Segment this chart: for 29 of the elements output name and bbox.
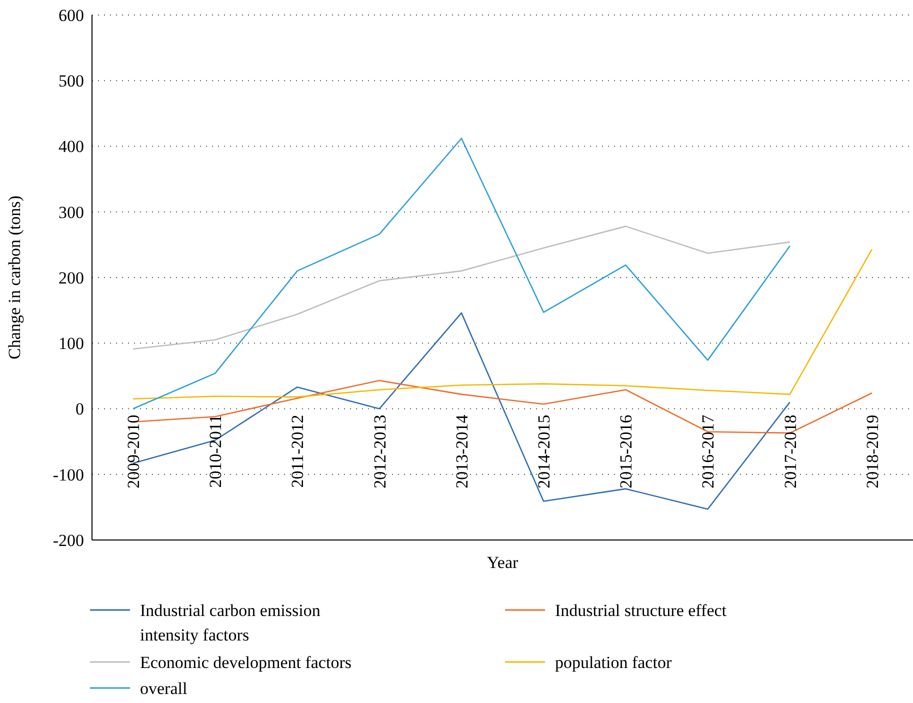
legend-label: Industrial carbon emission intensity factors: [140, 600, 321, 645]
legend-label: population factor: [555, 652, 672, 672]
y-tick-label: -100: [52, 465, 84, 484]
y-tick-label: 0: [76, 400, 84, 419]
x-tick-label: 2009-2010: [124, 414, 143, 488]
x-tick-label: 2014-2015: [534, 414, 554, 488]
y-axis-title: Change in carbon (tons): [5, 196, 24, 360]
line-series: [132, 226, 790, 350]
legend-label: Industrial structure effect: [555, 600, 727, 620]
x-tick-label: 2013-2014: [452, 414, 472, 488]
x-tick-label: 2018-2019: [862, 414, 882, 488]
x-tick-label: 2010-2011: [206, 414, 226, 488]
x-tick-label: 2017-2018: [780, 414, 800, 488]
y-tick-label: 200: [58, 268, 84, 288]
x-axis-title: Year: [486, 553, 518, 572]
legend-label: overall: [140, 678, 188, 698]
y-tick-label: 100: [58, 334, 84, 354]
y-tick-label: -200: [52, 530, 84, 550]
x-tick-label: 2012-2013: [370, 414, 390, 488]
y-tick-label: 500: [58, 72, 84, 91]
y-tick-label: 400: [58, 137, 84, 156]
x-tick-label: 2015-2016: [616, 414, 636, 488]
y-tick-label: 600: [58, 6, 84, 25]
line-series: [132, 138, 790, 410]
x-tick-label: 2011-2012: [288, 414, 308, 488]
legend-label: Economic development factors: [140, 652, 352, 672]
line-series: [132, 248, 873, 400]
y-tick-label: 300: [58, 202, 84, 222]
x-tick-label: 2016-2017: [698, 414, 718, 488]
